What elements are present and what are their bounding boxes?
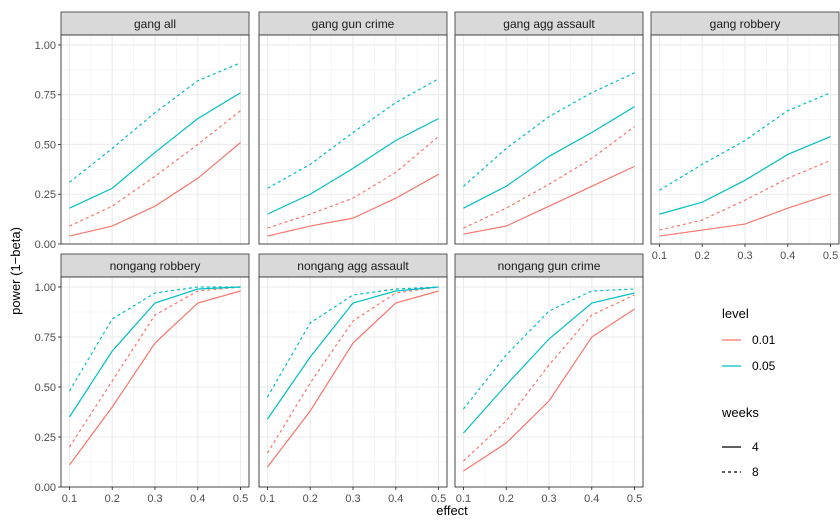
panels-layer: gang all gang gun crime gang agg assault ga… bbox=[60, 11, 840, 488]
x-tick-label: 0.4 bbox=[190, 493, 205, 505]
panel-border-gang-all bbox=[60, 34, 250, 245]
panel-gang-agg-assault: gang agg assault bbox=[454, 11, 644, 245]
x-tick-label: 0.3 bbox=[541, 493, 556, 505]
series-line-nongang-agg-assault-level-0.01-weeks-4 bbox=[266, 290, 439, 468]
series-line-nongang-gun-crime-level-0.01-weeks-4 bbox=[463, 308, 635, 472]
panel-gang-robbery: gang robbery bbox=[650, 11, 840, 245]
panel-nongang-gun-crime: nongang gun crime bbox=[454, 253, 644, 488]
x-tick-label: 0.1 bbox=[62, 493, 77, 505]
series-line-gang-all-level-0.01-weeks-4 bbox=[69, 142, 241, 237]
legend-weeks-4-label: 4 bbox=[752, 440, 759, 454]
series-line-nongang-agg-assault-level-0.01-weeks-8 bbox=[266, 286, 439, 454]
strip-label-gang-robbery: gang robbery bbox=[710, 17, 781, 31]
x-tick-label: 0.4 bbox=[584, 493, 599, 505]
strip-label-gang-gun-crime: gang gun crime bbox=[312, 17, 395, 31]
strip-label-gang-agg-assault: gang agg assault bbox=[503, 17, 595, 31]
y-tick-label: 0.25 bbox=[35, 432, 56, 444]
y-tick-label: 0.00 bbox=[35, 482, 56, 494]
x-tick-label: 0.2 bbox=[695, 250, 710, 262]
series-line-gang-all-level-0.05-weeks-8 bbox=[69, 62, 241, 183]
panel-gang-gun-crime: gang gun crime bbox=[258, 11, 448, 245]
series-line-nongang-robbery-level-0.05-weeks-8 bbox=[68, 286, 241, 392]
panel-nongang-robbery: nongang robbery bbox=[60, 253, 250, 488]
series-line-nongang-robbery-level-0.05-weeks-4 bbox=[68, 286, 241, 418]
y-tick-label: 0.75 bbox=[35, 332, 56, 344]
series-line-gang-robbery-level-0.05-weeks-8 bbox=[659, 92, 831, 191]
series-line-gang-agg-assault-level-0.05-weeks-8 bbox=[463, 72, 635, 187]
strip-label-nongang-robbery: nongang robbery bbox=[110, 259, 201, 273]
series-line-gang-gun-crime-level-0.05-weeks-8 bbox=[267, 78, 439, 189]
y-tick-label: 1.00 bbox=[35, 282, 56, 294]
x-tick-label: 0.2 bbox=[499, 493, 514, 505]
axes-layer: 0.00 0.25 0.50 0.75 1.00 0.1 0.2 0.3 0.4 0.5 0.00 0… bbox=[35, 40, 839, 505]
y-tick-label: 0.75 bbox=[35, 90, 56, 102]
strip-label-nongang-gun-crime: nongang gun crime bbox=[498, 259, 601, 273]
series-line-nongang-gun-crime-level-0.01-weeks-8 bbox=[463, 294, 635, 462]
panel-nongang-agg-assault: nongang agg assault bbox=[258, 253, 448, 488]
legend: level 0.01 0.05 weeks 4 8 bbox=[721, 306, 776, 479]
series-line-gang-all-level-0.01-weeks-8 bbox=[69, 110, 241, 227]
x-tick-label: 0.2 bbox=[105, 493, 120, 505]
legend-level-0.05-label: 0.05 bbox=[752, 359, 776, 373]
series-line-nongang-robbery-level-0.01-weeks-8 bbox=[68, 286, 241, 448]
legend-level-0.01-label: 0.01 bbox=[752, 333, 776, 347]
series-line-gang-gun-crime-level-0.05-weeks-4 bbox=[267, 118, 439, 215]
series-line-nongang-robbery-level-0.01-weeks-4 bbox=[68, 290, 241, 466]
y-tick-label: 1.00 bbox=[35, 40, 56, 52]
x-tick-label: 0.3 bbox=[345, 493, 360, 505]
series-line-nongang-agg-assault-level-0.05-weeks-4 bbox=[266, 286, 439, 420]
series-line-gang-agg-assault-level-0.01-weeks-8 bbox=[463, 126, 635, 229]
y-tick-label: 0.50 bbox=[35, 139, 56, 151]
legend-weeks-title: weeks bbox=[721, 405, 759, 420]
x-tick-label: 0.2 bbox=[303, 493, 318, 505]
y-tick-label: 0.25 bbox=[35, 189, 56, 201]
x-tick-label: 0.1 bbox=[260, 493, 275, 505]
x-tick-label: 0.3 bbox=[737, 250, 752, 262]
strip-label-nongang-agg-assault: nongang agg assault bbox=[297, 259, 409, 273]
x-tick-label: 0.1 bbox=[456, 493, 471, 505]
series-line-gang-agg-assault-level-0.01-weeks-4 bbox=[463, 165, 635, 235]
legend-weeks-8-label: 8 bbox=[752, 465, 759, 479]
series-line-nongang-gun-crime-level-0.05-weeks-4 bbox=[463, 292, 635, 434]
series-line-gang-all-level-0.05-weeks-4 bbox=[69, 92, 241, 209]
y-tick-label: 0.50 bbox=[35, 382, 56, 394]
x-tick-label: 0.5 bbox=[233, 493, 248, 505]
legend-level-title: level bbox=[722, 306, 749, 321]
x-tick-label: 0.5 bbox=[823, 250, 838, 262]
series-line-gang-gun-crime-level-0.01-weeks-8 bbox=[267, 136, 439, 229]
x-tick-label: 0.5 bbox=[431, 493, 446, 505]
strip-label-gang-all: gang all bbox=[134, 17, 176, 31]
series-line-gang-robbery-level-0.05-weeks-4 bbox=[659, 135, 831, 215]
x-tick-label: 0.3 bbox=[147, 493, 162, 505]
y-tick-label: 0.00 bbox=[35, 239, 56, 251]
x-tick-label: 0.4 bbox=[780, 250, 795, 262]
panel-gang-all: gang all bbox=[60, 11, 250, 245]
x-axis-title: effect bbox=[436, 503, 468, 518]
y-axis-title: power (1−beta) bbox=[8, 227, 23, 315]
series-line-gang-robbery-level-0.01-weeks-8 bbox=[659, 159, 831, 231]
panel-border-gang-agg-assault bbox=[454, 34, 644, 245]
x-tick-label: 0.5 bbox=[627, 493, 642, 505]
series-line-gang-robbery-level-0.01-weeks-4 bbox=[659, 193, 831, 237]
series-line-nongang-agg-assault-level-0.05-weeks-8 bbox=[266, 286, 439, 398]
x-tick-label: 0.1 bbox=[652, 250, 667, 262]
series-line-gang-agg-assault-level-0.05-weeks-4 bbox=[463, 106, 635, 209]
panel-border-gang-gun-crime bbox=[258, 34, 448, 245]
x-tick-label: 0.4 bbox=[388, 493, 403, 505]
series-line-gang-gun-crime-level-0.01-weeks-4 bbox=[267, 173, 439, 237]
